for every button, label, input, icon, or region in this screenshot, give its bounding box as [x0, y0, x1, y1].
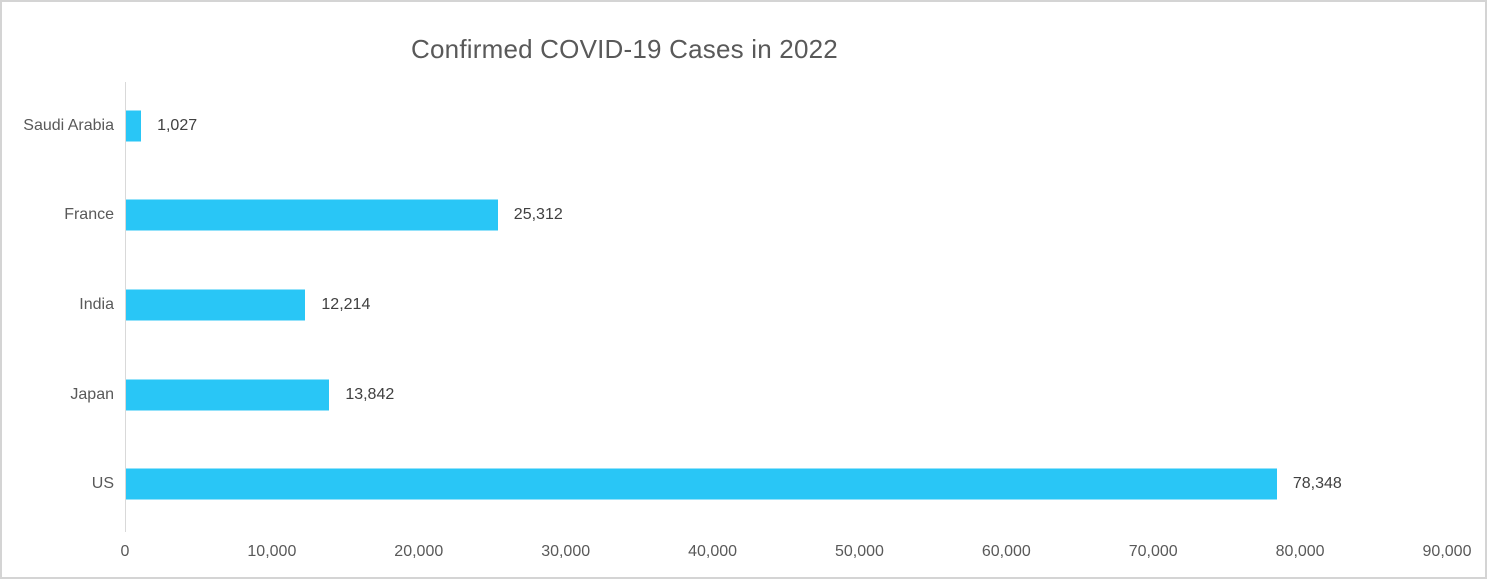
- value-label: 12,214: [321, 295, 371, 313]
- y-axis-line: [125, 82, 126, 532]
- x-axis-tick-label: 30,000: [541, 543, 591, 560]
- category-label: Saudi Arabia: [23, 116, 114, 134]
- x-axis-tick-label: 10,000: [247, 543, 297, 560]
- x-axis-tick-label: 80,000: [1275, 543, 1325, 560]
- value-label: 78,348: [1292, 475, 1342, 493]
- chart-title: Confirmed COVID-19 Cases in 2022: [411, 34, 838, 64]
- category-label: US: [91, 475, 114, 493]
- bar[interactable]: [126, 110, 142, 142]
- bar[interactable]: [126, 199, 498, 231]
- x-axis-tick-label: 0: [120, 543, 130, 560]
- x-axis-tick-label: 70,000: [1128, 543, 1178, 560]
- bar[interactable]: [126, 289, 306, 321]
- x-axis-tick-label: 20,000: [394, 543, 444, 560]
- bar-row: India 12,214: [79, 260, 1448, 350]
- bar[interactable]: [126, 468, 1277, 500]
- category-label: Japan: [70, 385, 114, 403]
- x-axis-tick-label: 60,000: [981, 543, 1031, 560]
- category-label: India: [79, 295, 114, 313]
- bar-row: US 78,348: [92, 439, 1448, 529]
- bar-row: Japan 13,842: [70, 350, 1448, 440]
- value-label: 1,027: [157, 116, 198, 134]
- x-axis-tick-label: 50,000: [834, 543, 884, 560]
- value-label: 25,312: [513, 206, 563, 224]
- bar-row: Saudi Arabia 1,027: [23, 81, 1448, 171]
- x-axis-tick-label: 90,000: [1422, 543, 1472, 560]
- x-axis-tick-label: 40,000: [688, 543, 738, 560]
- bar[interactable]: [126, 379, 330, 411]
- bar-row: France 25,312: [64, 171, 1448, 261]
- value-label: 13,842: [345, 385, 395, 403]
- category-label: France: [64, 206, 114, 224]
